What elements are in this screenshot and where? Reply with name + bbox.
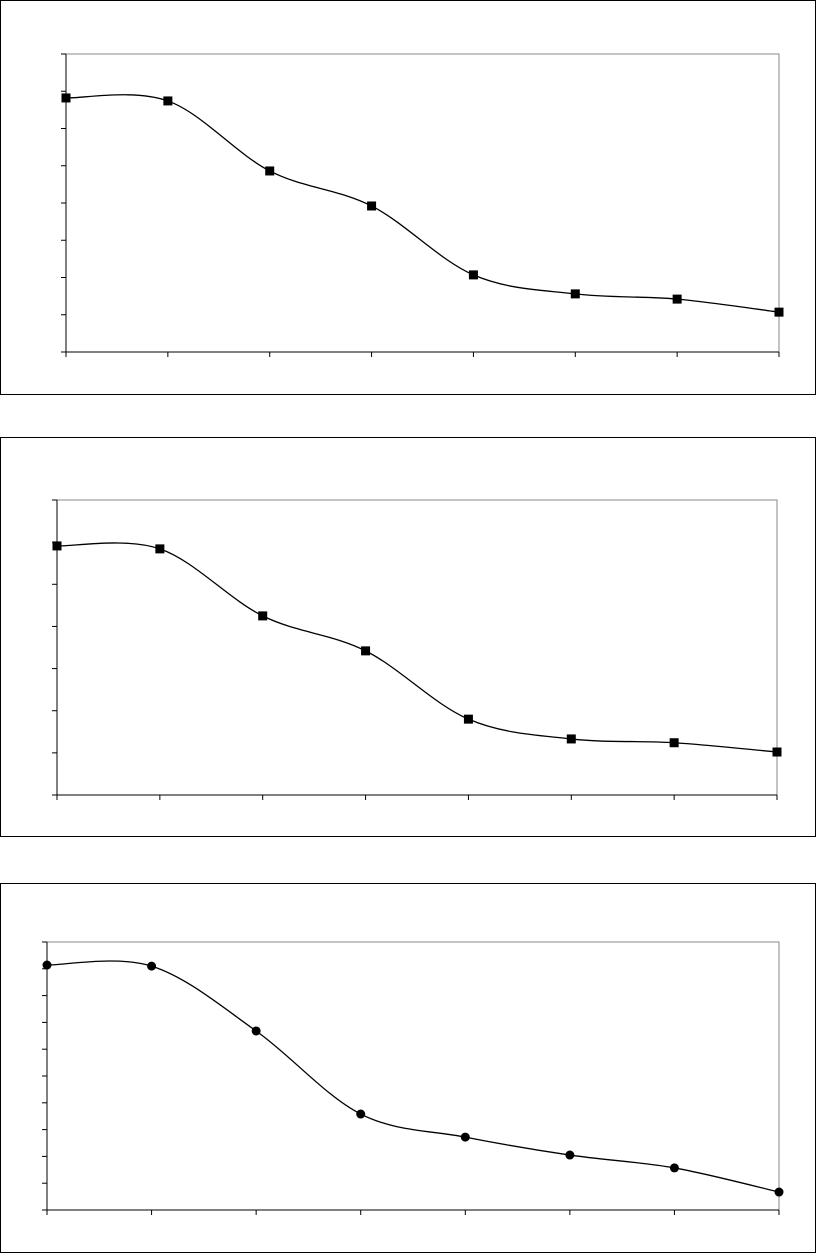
marker: [463, 714, 473, 724]
marker: [468, 270, 478, 280]
marker: [361, 646, 371, 656]
marker: [147, 961, 157, 971]
marker: [258, 611, 268, 621]
marker: [163, 96, 173, 106]
marker: [669, 738, 679, 748]
marker: [52, 541, 62, 551]
marker: [566, 734, 576, 744]
marker: [672, 294, 682, 304]
marker: [565, 1150, 575, 1160]
data-line: [46, 960, 780, 1193]
marker: [367, 201, 377, 211]
marker: [570, 289, 580, 299]
marker: [265, 166, 275, 176]
chart-panel: [0, 883, 816, 1253]
marker: [155, 544, 165, 554]
chart-panel: [0, 0, 816, 395]
marker: [774, 1187, 784, 1197]
plot-frame: [47, 941, 780, 1210]
marker: [42, 960, 52, 970]
marker: [61, 93, 71, 103]
plot-frame: [57, 499, 778, 795]
data-line: [56, 542, 778, 753]
marker: [460, 1132, 470, 1142]
data-line: [65, 94, 780, 313]
marker: [772, 747, 782, 757]
marker: [774, 307, 784, 317]
marker: [251, 1026, 261, 1036]
plot-frame: [66, 53, 780, 352]
marker: [356, 1109, 366, 1119]
chart-panel: [0, 437, 816, 837]
marker: [669, 1163, 679, 1173]
